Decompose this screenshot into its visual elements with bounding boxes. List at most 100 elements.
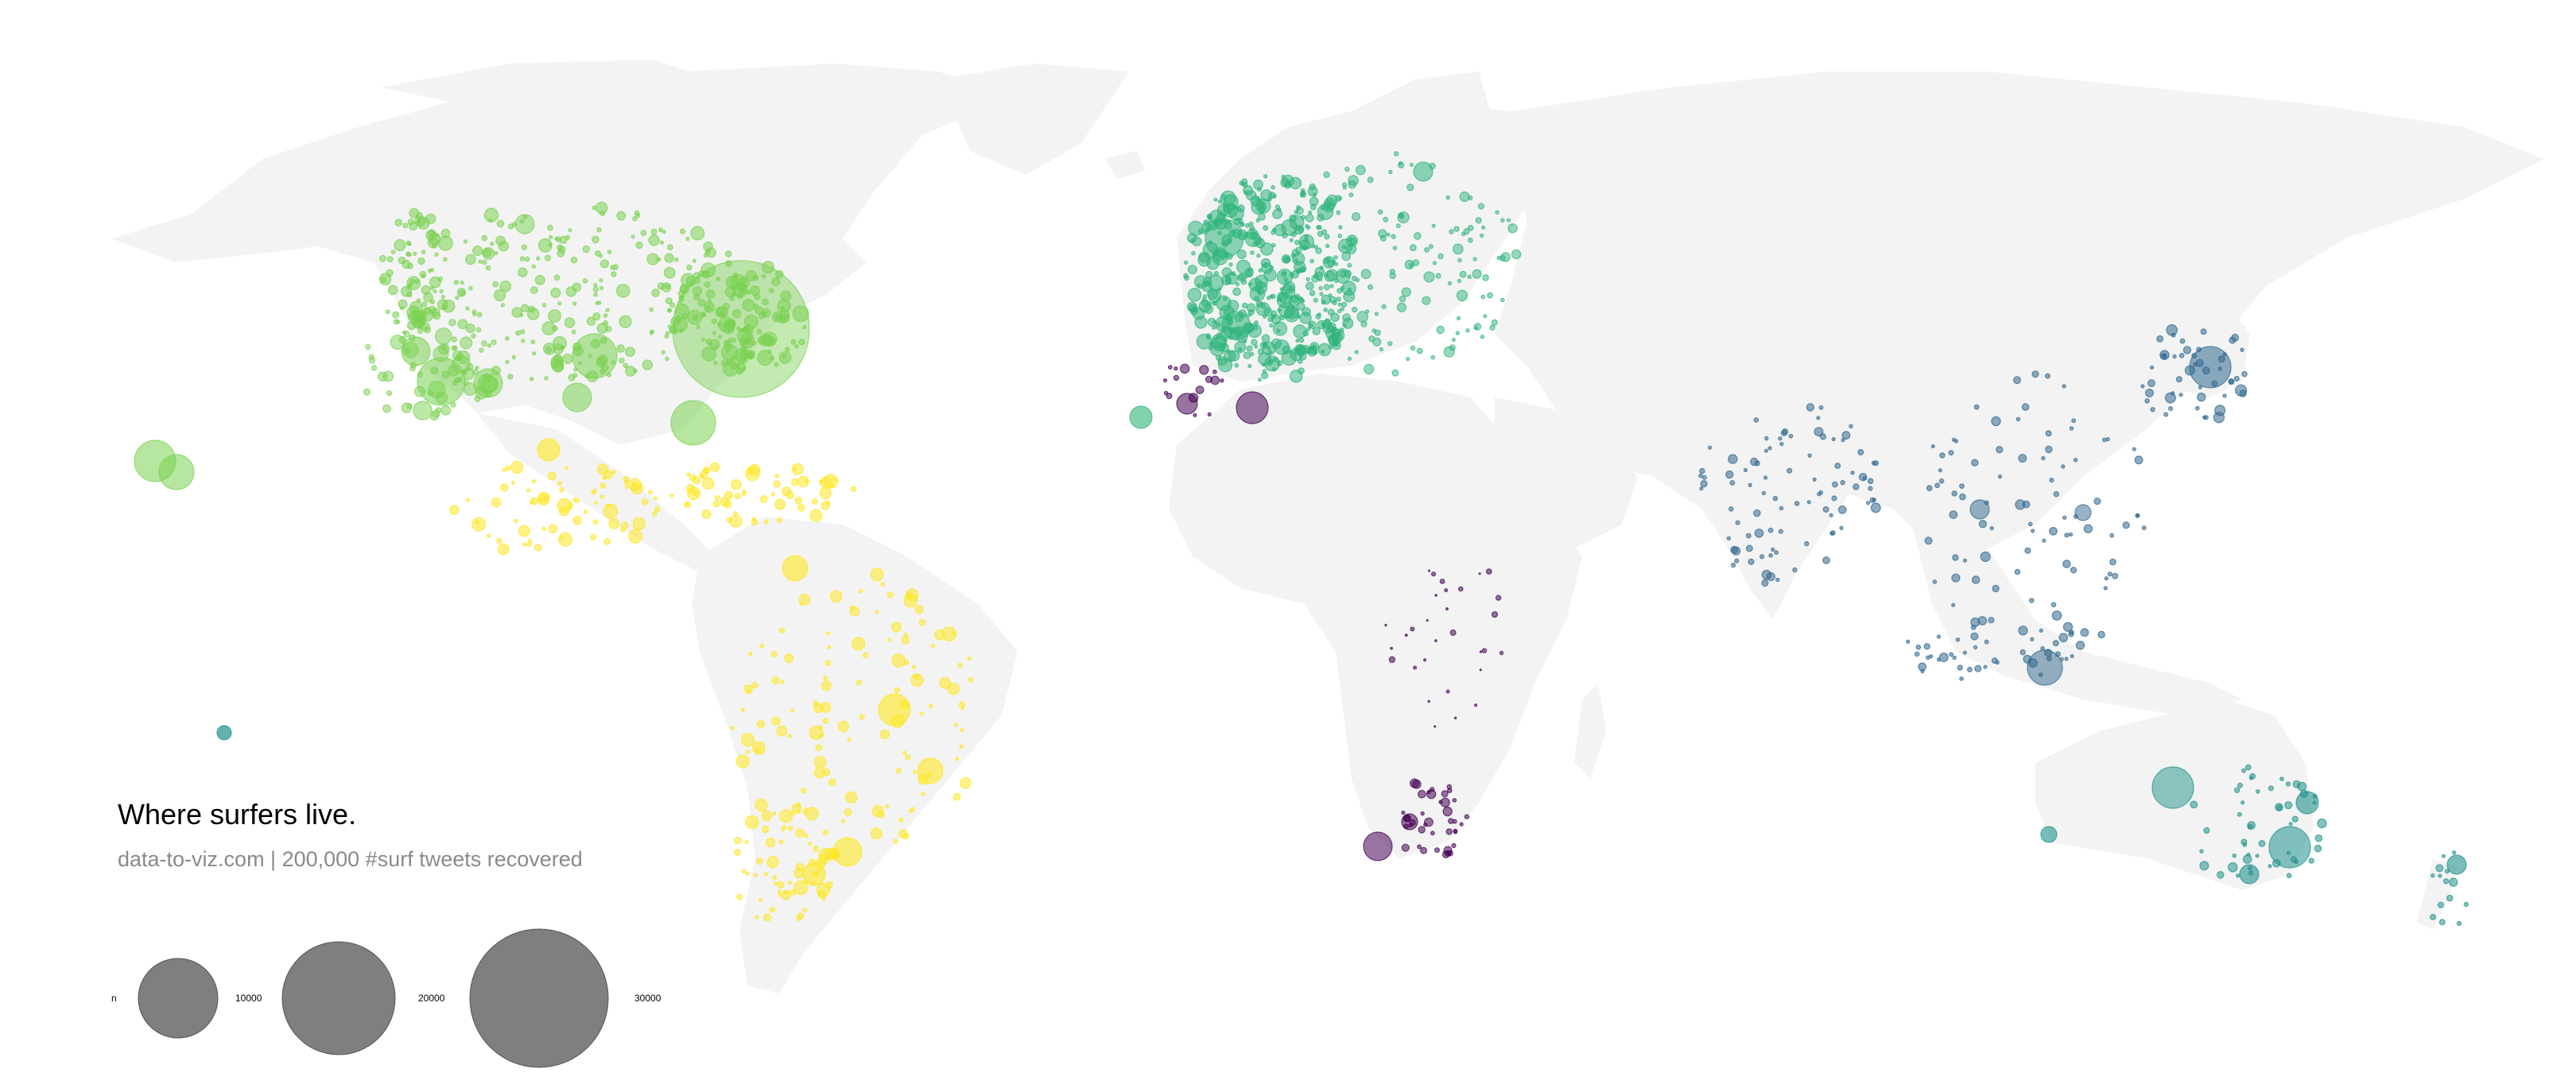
location-bubble xyxy=(732,309,742,319)
location-bubble xyxy=(1351,275,1357,281)
location-bubble xyxy=(1308,210,1313,215)
location-bubble xyxy=(1213,270,1220,277)
location-bubble xyxy=(2097,630,2105,639)
location-bubble xyxy=(1754,529,1764,538)
location-bubble xyxy=(1420,811,1425,816)
location-bubble xyxy=(751,518,758,526)
location-bubble xyxy=(766,855,779,869)
location-bubble xyxy=(1489,324,1496,331)
location-bubble xyxy=(761,810,773,822)
location-bubble xyxy=(421,273,426,279)
location-bubble xyxy=(2171,332,2176,338)
location-bubble xyxy=(1433,847,1440,854)
location-bubble xyxy=(2268,826,2311,869)
location-bubble xyxy=(1328,344,1334,350)
location-bubble xyxy=(2189,346,2232,389)
location-bubble xyxy=(443,257,448,262)
location-bubble xyxy=(653,496,658,501)
location-bubble xyxy=(1298,337,1305,343)
location-bubble xyxy=(791,478,799,486)
location-bubble xyxy=(2069,629,2074,635)
location-bubble xyxy=(1261,334,1271,343)
location-bubble xyxy=(674,257,679,262)
location-bubble xyxy=(1971,459,1979,467)
location-bubble xyxy=(2194,405,2200,411)
location-bubble xyxy=(753,873,758,877)
location-bubble xyxy=(771,277,781,287)
location-bubble xyxy=(1360,269,1371,280)
location-bubble xyxy=(1379,347,1384,352)
location-bubble xyxy=(1354,350,1359,354)
location-bubble xyxy=(2132,447,2136,451)
location-bubble xyxy=(1452,798,1457,803)
location-bubble xyxy=(1294,347,1302,354)
location-bubble xyxy=(1256,254,1261,258)
location-bubble xyxy=(1286,257,1291,262)
location-bubble xyxy=(745,871,750,876)
location-bubble xyxy=(1453,226,1460,232)
location-bubble xyxy=(774,881,778,886)
location-bubble xyxy=(1295,207,1304,215)
location-bubble xyxy=(2295,791,2319,815)
location-bubble xyxy=(520,329,526,335)
location-bubble xyxy=(1323,308,1328,312)
location-bubble xyxy=(667,244,673,251)
location-bubble xyxy=(1822,556,1830,564)
location-bubble xyxy=(1409,162,1414,167)
location-bubble xyxy=(460,336,473,350)
location-bubble xyxy=(440,405,452,416)
location-bubble xyxy=(478,259,483,264)
location-bubble xyxy=(2284,801,2293,810)
location-bubble xyxy=(2101,437,2107,443)
location-bubble xyxy=(786,490,794,500)
location-bubble xyxy=(1753,509,1761,517)
location-bubble xyxy=(802,907,808,913)
location-bubble xyxy=(1852,483,1860,490)
location-bubble xyxy=(890,621,902,633)
location-bubble xyxy=(774,498,786,510)
location-bubble xyxy=(473,368,503,398)
location-bubble xyxy=(493,288,506,302)
location-bubble xyxy=(1957,664,1963,671)
location-bubble xyxy=(849,606,860,617)
location-bubble xyxy=(1237,218,1243,225)
location-bubble xyxy=(779,316,786,324)
location-bubble xyxy=(599,285,604,290)
location-bubble xyxy=(1870,502,1881,513)
location-bubble xyxy=(1304,234,1309,239)
location-bubble xyxy=(1410,626,1415,632)
location-bubble xyxy=(507,374,514,380)
location-bubble xyxy=(616,211,627,221)
location-bubble xyxy=(408,222,417,231)
location-bubble xyxy=(1834,463,1841,469)
location-bubble xyxy=(1187,288,1202,302)
location-bubble xyxy=(813,700,819,707)
location-bubble xyxy=(1260,371,1269,380)
location-bubble xyxy=(471,245,483,257)
location-bubble xyxy=(768,288,774,294)
location-bubble xyxy=(421,250,426,255)
location-bubble xyxy=(2449,877,2458,887)
location-bubble xyxy=(1318,285,1324,291)
location-bubble xyxy=(2040,826,2058,843)
location-bubble xyxy=(952,792,961,801)
location-bubble xyxy=(1317,312,1321,317)
location-bubble xyxy=(1199,365,1209,375)
location-bubble xyxy=(599,482,607,489)
location-bubble xyxy=(1829,530,1836,536)
location-bubble xyxy=(1445,607,1449,611)
location-bubble xyxy=(413,251,417,256)
location-bubble xyxy=(1340,285,1345,291)
location-bubble xyxy=(1274,204,1281,210)
location-bubble xyxy=(1336,296,1341,302)
location-bubble xyxy=(2268,864,2272,869)
location-bubble xyxy=(603,503,619,519)
location-bubble xyxy=(1317,343,1332,357)
location-bubble xyxy=(1949,652,1954,657)
location-bubble xyxy=(1761,490,1767,496)
location-bubble xyxy=(1337,302,1342,307)
location-bubble xyxy=(2199,861,2209,871)
location-bubble xyxy=(832,837,863,867)
location-bubble xyxy=(2241,370,2248,378)
location-bubble xyxy=(1198,300,1212,313)
